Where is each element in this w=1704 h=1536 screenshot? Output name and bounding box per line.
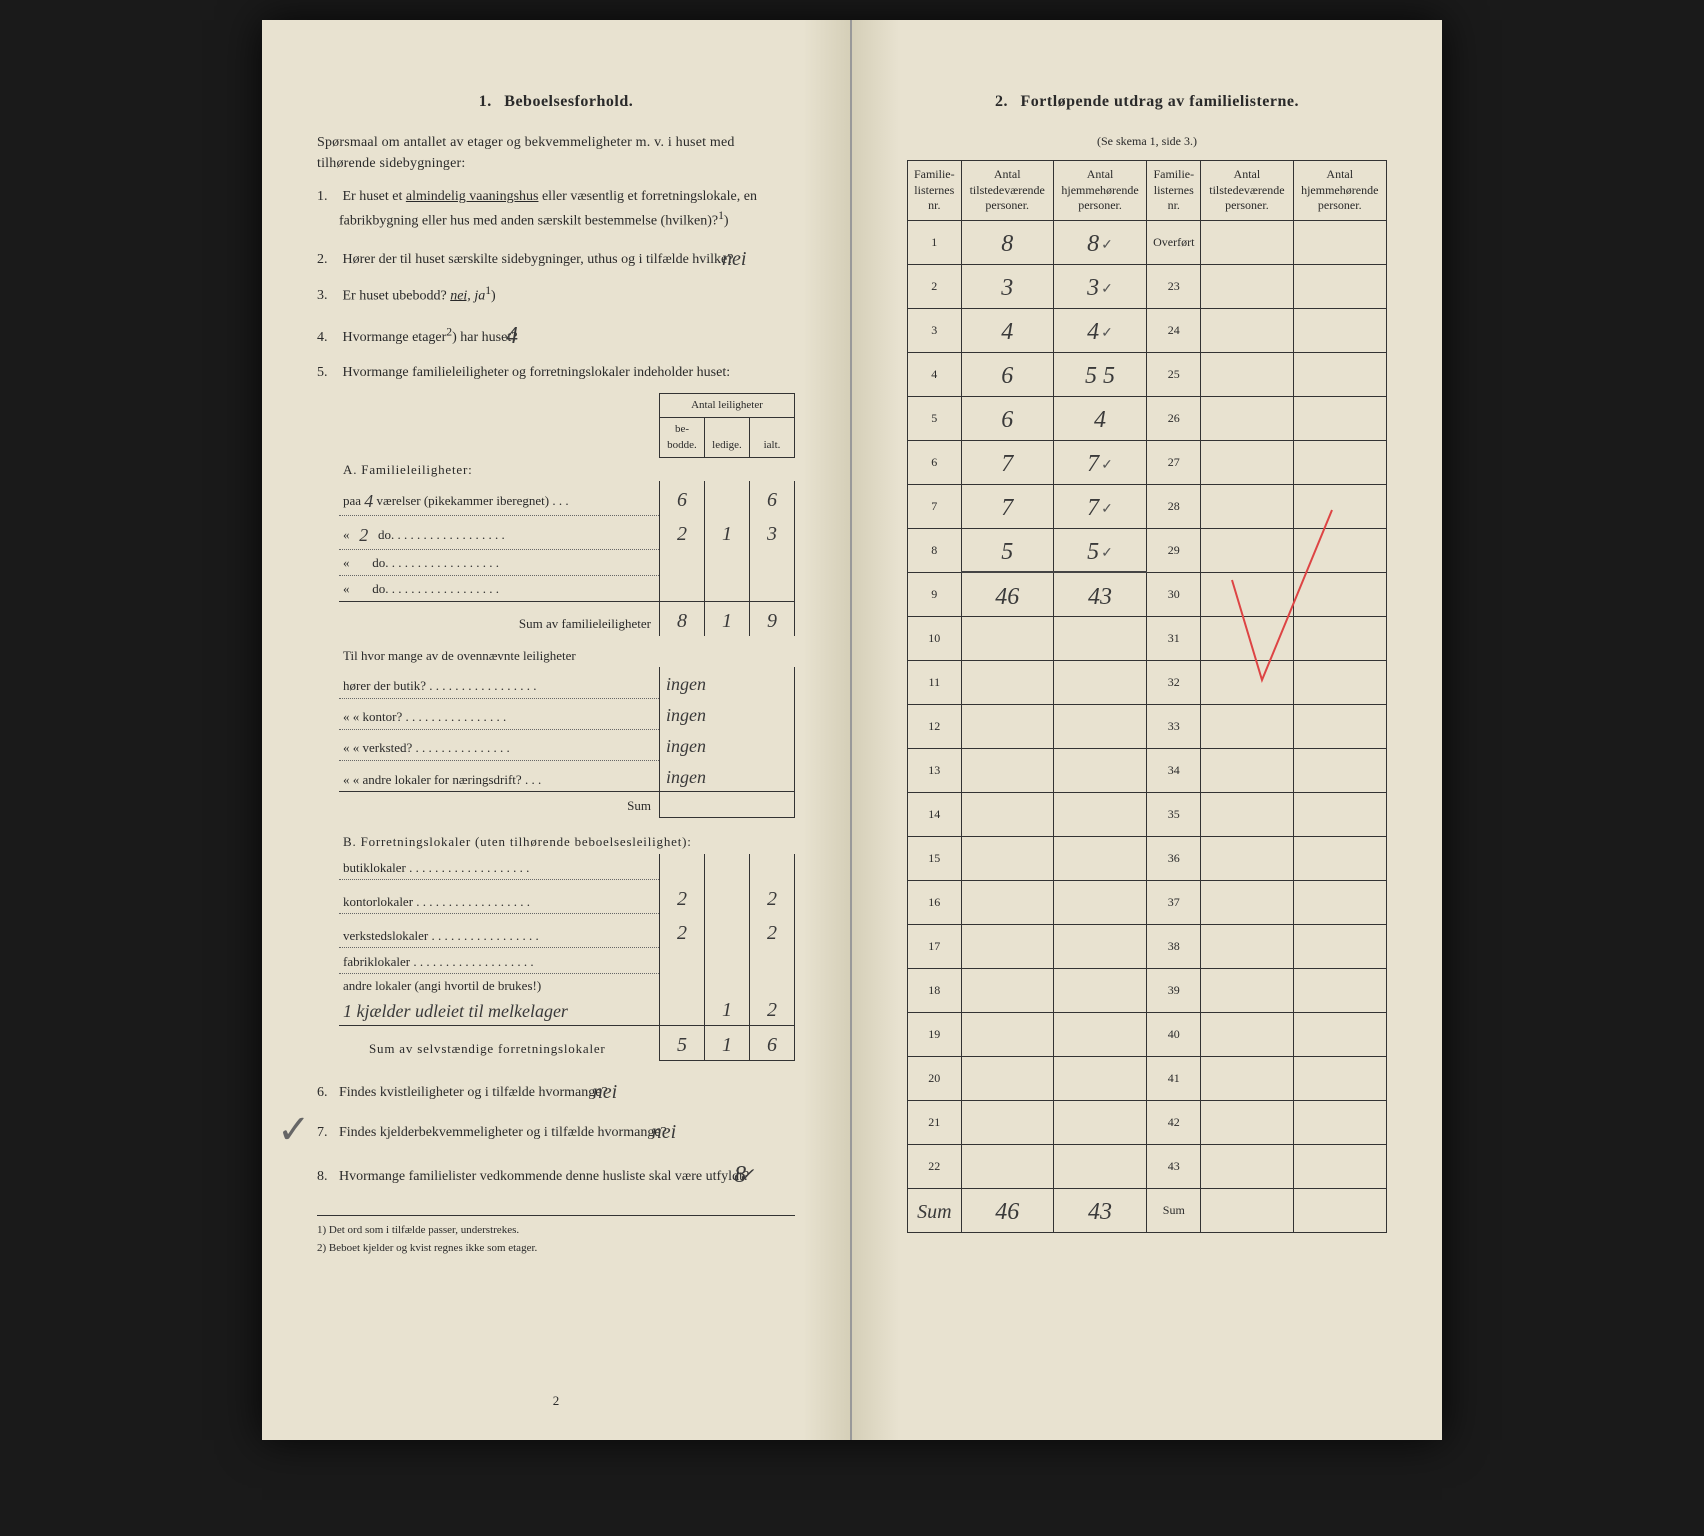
table-row: 2142 bbox=[908, 1100, 1387, 1144]
table-row: 56426 bbox=[908, 396, 1387, 440]
table-row: 1738 bbox=[908, 924, 1387, 968]
fam-h2: Antal tilstedeværende personer. bbox=[961, 161, 1053, 221]
fam-h5: Antal tilstedeværende personer. bbox=[1201, 161, 1293, 221]
question-3: 3. Er huset ubebodd? nei, ja1) bbox=[317, 282, 795, 307]
page-number: 2 bbox=[553, 1391, 560, 1411]
margin-checkmark: ✓ bbox=[277, 1100, 311, 1160]
question-6: 6.Findes kvistleiligheter og i tilfælde … bbox=[317, 1075, 795, 1105]
A-sum-label: Sum av familieleiligheter bbox=[339, 601, 660, 636]
question-7: 7.Findes kjelderbekvemmeligheter og i ti… bbox=[317, 1115, 795, 1145]
table-row: 344✓24 bbox=[908, 308, 1387, 352]
left-page: ✓ 1. Beboelsesforhold. Spørsmaal om anta… bbox=[262, 20, 852, 1440]
intro-text: Spørsmaal om antallet av etager og bekve… bbox=[317, 132, 795, 174]
right-page: 2. Fortløpende utdrag av familielisterne… bbox=[852, 20, 1442, 1440]
q2-answer: nei bbox=[744, 244, 746, 274]
apt-header-top: Antal leiligheter bbox=[660, 394, 795, 418]
family-table: Familie-listernes nr. Antal tilstedevære… bbox=[907, 160, 1387, 1233]
apt-h1: be-bodde. bbox=[660, 417, 705, 457]
section-2-subtitle: (Se skema 1, side 3.) bbox=[907, 132, 1387, 150]
table-row: 1435 bbox=[908, 792, 1387, 836]
apt-h3: ialt. bbox=[750, 417, 795, 457]
table-row: 2243 bbox=[908, 1144, 1387, 1188]
fam-h4: Familie-listernes nr. bbox=[1147, 161, 1201, 221]
section-B-label: B. Forretningslokaler (uten tilhørende b… bbox=[339, 818, 795, 854]
table-row: 2041 bbox=[908, 1056, 1387, 1100]
fam-h3: Antal hjemmehørende personer. bbox=[1053, 161, 1146, 221]
fam-h1: Familie-listernes nr. bbox=[908, 161, 962, 221]
question-list: 1. Er huset et almindelig vaaningshus el… bbox=[317, 186, 795, 383]
table-row: 1233 bbox=[908, 704, 1387, 748]
table-row: 1637 bbox=[908, 880, 1387, 924]
question-1: 1. Er huset et almindelig vaaningshus el… bbox=[317, 186, 795, 232]
A-row1-label: paa 4 værelser (pikekammer iberegnet) . … bbox=[339, 481, 660, 515]
table-row: 1031 bbox=[908, 616, 1387, 660]
table-row: 1536 bbox=[908, 836, 1387, 880]
sum-row: Sum4643Sum bbox=[908, 1188, 1387, 1232]
apt-h2: ledige. bbox=[705, 417, 750, 457]
question-list-2: 6.Findes kvistleiligheter og i tilfælde … bbox=[317, 1075, 795, 1191]
section-2-title: 2. Fortløpende utdrag av familielisterne… bbox=[907, 90, 1387, 114]
section-1-title: 1. Beboelsesforhold. bbox=[317, 90, 795, 114]
table-row: 1839 bbox=[908, 968, 1387, 1012]
table-row: 188✓Overført bbox=[908, 220, 1387, 264]
table-row: 1132 bbox=[908, 660, 1387, 704]
section-1-num: 1. bbox=[479, 93, 492, 110]
question-4: 4. Hvormange etager2) har huset? 4 bbox=[317, 316, 795, 352]
table-row: 777✓28 bbox=[908, 484, 1387, 528]
table-row: 465 525 bbox=[908, 352, 1387, 396]
table-row: 1940 bbox=[908, 1012, 1387, 1056]
shop-intro: Til hvor mange av de ovennævnte leilighe… bbox=[339, 636, 795, 668]
apartment-table: Antal leiligheter be-bodde. ledige. ialt… bbox=[339, 393, 795, 1061]
section-A-label: A. Familieleiligheter: bbox=[339, 457, 795, 481]
question-8: 8.Hvormange familielister vedkommende de… bbox=[317, 1155, 795, 1191]
apartment-table-wrap: Antal leiligheter be-bodde. ledige. ialt… bbox=[339, 393, 795, 1061]
table-row: 1334 bbox=[908, 748, 1387, 792]
document-spread: ✓ 1. Beboelsesforhold. Spørsmaal om anta… bbox=[262, 20, 1442, 1440]
question-2: 2. Hører der til huset særskilte sidebyg… bbox=[317, 242, 795, 272]
table-row: 855✓29 bbox=[908, 528, 1387, 572]
table-row: 677✓27 bbox=[908, 440, 1387, 484]
table-row: 233✓23 bbox=[908, 264, 1387, 308]
table-row: 9464330 bbox=[908, 572, 1387, 616]
footnotes: 1) Det ord som i tilfælde passer, unders… bbox=[317, 1215, 795, 1257]
question-5: 5. Hvormange familieleiligheter og forre… bbox=[317, 362, 795, 383]
A-row2-label: « 2 do. . . . . . . . . . . . . . . . . … bbox=[339, 515, 660, 549]
fam-h6: Antal hjemmehørende personer. bbox=[1293, 161, 1387, 221]
section-1-text: Beboelsesforhold. bbox=[504, 93, 633, 110]
